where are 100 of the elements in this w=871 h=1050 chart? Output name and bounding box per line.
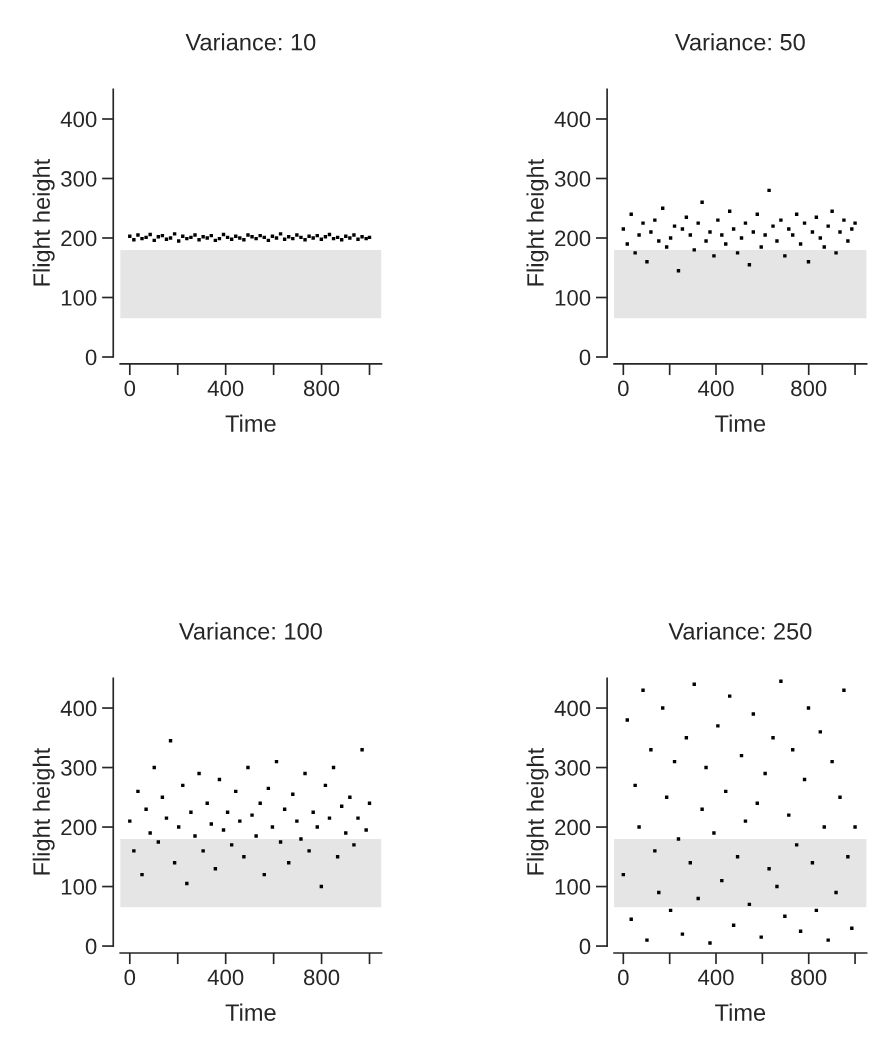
point [307,234,311,238]
y-tick-label: 200 [61,819,97,836]
point [189,235,193,240]
point [172,232,177,236]
y-tick-label: 100 [61,879,97,895]
point [254,834,258,838]
point [164,816,169,820]
y-tick-label: 0 [579,938,591,955]
point [853,825,857,829]
point [696,896,700,901]
y-axis-title: Flight height [32,748,55,875]
point [242,855,246,859]
point [229,843,234,847]
point [303,771,307,776]
point [708,941,712,945]
point [270,825,275,829]
point [814,215,819,219]
point [205,236,209,240]
point [850,227,854,231]
point [209,822,213,826]
point [649,748,653,752]
point [724,242,728,246]
point [735,251,740,255]
point [779,218,783,222]
point [775,239,779,243]
point [657,239,661,243]
point [853,221,857,225]
point [176,825,181,829]
point [303,238,307,242]
point [688,233,692,237]
point [842,218,846,222]
chart-title: Variance: 10 [185,33,316,51]
y-tick-label: 0 [85,938,97,955]
point [356,237,360,241]
point [716,724,720,728]
point [787,813,791,817]
point [291,236,295,241]
point [189,810,193,814]
point [767,867,771,871]
point [649,230,653,234]
point [798,242,803,246]
point [132,849,136,853]
point [700,200,704,204]
point [136,789,140,794]
x-tick-label: 400 [207,380,244,397]
y-tick-label: 400 [554,111,591,128]
point [352,843,356,847]
point [197,771,201,776]
point [140,236,144,241]
point [335,855,340,859]
point [140,872,144,877]
point [672,224,677,228]
point [201,235,205,239]
point [168,236,173,240]
point [783,254,787,258]
y-tick-label: 400 [60,111,97,128]
point [185,236,189,241]
y-tick-label: 200 [61,230,97,247]
point [246,765,250,770]
y-axis-title: Flight height [32,158,55,286]
x-tick-label: 0 [124,969,136,986]
point [144,807,148,811]
point [743,819,748,823]
point [834,890,838,895]
point [364,236,368,241]
point [727,694,732,698]
y-tick-label: 300 [554,171,591,187]
y-tick-label: 100 [555,879,591,895]
point [826,224,830,228]
x-tick-label: 400 [207,969,244,986]
point [684,215,689,219]
point [806,260,811,264]
point [645,260,649,264]
point [299,235,303,240]
point [838,795,842,799]
point [830,759,834,764]
point [225,810,230,814]
x-tick-label: 400 [697,969,734,986]
point [708,230,712,234]
point [621,227,626,231]
y-tick-label: 400 [554,700,591,717]
point [311,236,315,240]
point [759,245,763,249]
chart-title: Variance: 100 [178,622,322,640]
point [287,235,291,239]
x-axis-title: Time [225,1003,276,1021]
point [712,831,716,835]
point [633,783,637,788]
point [156,840,161,844]
x-tick-label: 800 [791,380,827,397]
point [743,221,748,225]
point [274,236,279,240]
chart-title: Variance: 50 [675,33,805,51]
point [751,230,756,234]
point [653,849,657,853]
x-tick-label: 800 [304,969,340,986]
point [684,736,689,740]
point [850,926,854,930]
point [229,237,234,241]
point [680,932,685,936]
